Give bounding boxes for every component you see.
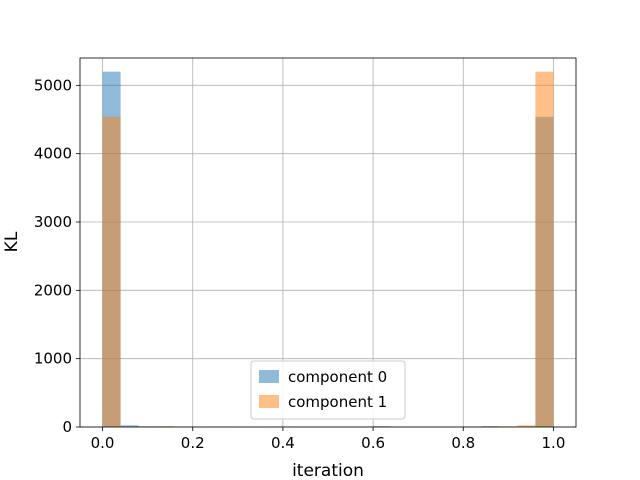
y-axis-label: KL bbox=[2, 231, 22, 252]
x-axis-ticks: 0.0 0.2 0.4 0.6 0.8 1.0 bbox=[91, 427, 566, 452]
bar-series-0 bbox=[120, 425, 139, 427]
bar-series-1 bbox=[517, 425, 536, 427]
legend-label: component 1 bbox=[288, 393, 387, 411]
x-axis-label: iteration bbox=[292, 461, 364, 480]
bar-series-0 bbox=[373, 426, 392, 427]
y-tick-label: 5000 bbox=[34, 76, 72, 94]
x-tick-label: 1.0 bbox=[542, 434, 566, 452]
bar-series-1 bbox=[535, 71, 554, 428]
y-tick-label: 3000 bbox=[34, 213, 72, 231]
x-tick-label: 0.8 bbox=[451, 434, 475, 452]
legend: component 0 component 1 bbox=[250, 360, 406, 420]
y-tick-label: 0 bbox=[62, 418, 72, 436]
x-tick-label: 0.4 bbox=[271, 434, 295, 452]
x-tick-label: 0.6 bbox=[361, 434, 385, 452]
legend-label: component 0 bbox=[288, 368, 387, 386]
legend-swatch bbox=[259, 370, 279, 383]
x-tick-label: 0.0 bbox=[91, 434, 115, 452]
y-axis-ticks: 0 1000 2000 3000 4000 5000 bbox=[34, 76, 80, 436]
x-tick-label: 0.2 bbox=[181, 434, 205, 452]
plot-area-frame bbox=[79, 57, 577, 428]
y-tick-label: 4000 bbox=[34, 145, 72, 163]
legend-swatch bbox=[259, 395, 279, 408]
y-tick-label: 2000 bbox=[34, 281, 72, 299]
bar-series-1 bbox=[102, 116, 121, 428]
bar-series-1 bbox=[156, 426, 175, 427]
histogram-bars bbox=[102, 71, 554, 428]
y-tick-label: 1000 bbox=[34, 350, 72, 368]
legend-box bbox=[250, 360, 406, 420]
